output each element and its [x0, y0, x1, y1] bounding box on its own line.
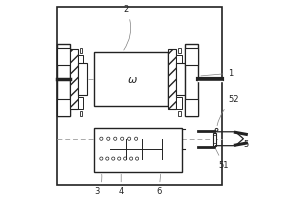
Bar — [176, 63, 185, 95]
Bar — [176, 97, 182, 109]
Bar — [185, 48, 198, 65]
Text: 2: 2 — [124, 5, 131, 50]
Bar — [178, 111, 181, 116]
Bar — [78, 97, 83, 109]
Text: 6: 6 — [156, 174, 162, 196]
Text: 4: 4 — [118, 174, 124, 196]
Bar — [178, 48, 181, 53]
Bar — [176, 55, 182, 67]
Text: 51: 51 — [215, 149, 229, 170]
Text: 1: 1 — [201, 69, 234, 78]
Bar — [213, 133, 215, 146]
Text: $\omega$: $\omega$ — [127, 75, 137, 85]
Text: 52: 52 — [217, 95, 239, 126]
Bar — [94, 128, 182, 171]
Bar — [78, 63, 87, 95]
Bar — [57, 48, 70, 65]
Text: 3: 3 — [95, 174, 102, 196]
Text: 5: 5 — [243, 140, 248, 149]
Bar — [57, 7, 221, 185]
Bar — [168, 49, 176, 109]
Bar — [70, 49, 78, 109]
Bar — [94, 52, 168, 106]
Bar — [78, 55, 83, 67]
Bar — [185, 99, 198, 116]
Bar — [185, 44, 198, 116]
Bar — [80, 48, 83, 53]
Bar — [57, 44, 70, 116]
Bar — [80, 111, 83, 116]
Bar — [57, 99, 70, 116]
